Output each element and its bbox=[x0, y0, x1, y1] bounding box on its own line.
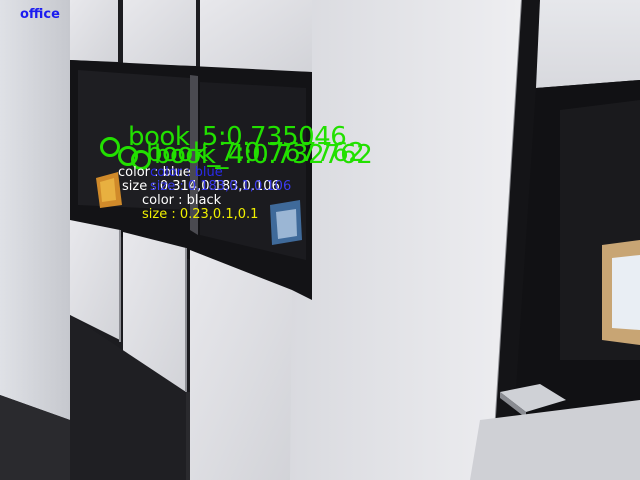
detection-color-attr-book-5: color : blue bbox=[118, 165, 191, 180]
detection-title-book-5: book_5:0.735046 bbox=[128, 122, 347, 152]
detection-title-book-4: book_4:0.732762 bbox=[154, 140, 373, 170]
detection-size-attr-book-5: size : 0.314,0.183,0.106 bbox=[122, 179, 280, 194]
detection-size-attr-book-4: size : 0.23,0.1,0.1 bbox=[142, 207, 259, 222]
detection-marker-book-4 bbox=[131, 150, 151, 170]
detection-color-attr-book-4: color : black bbox=[142, 193, 222, 208]
scene-category-label: office bbox=[20, 7, 60, 22]
detection-size-attr-book-7: size : 0.183,0.1,0.106 bbox=[150, 179, 292, 194]
detection-color-attr-book-7: color : blue bbox=[150, 165, 223, 180]
detection-marker-book-5 bbox=[100, 137, 120, 157]
detection-title-book-7: book_7:0.767762 bbox=[146, 138, 365, 168]
